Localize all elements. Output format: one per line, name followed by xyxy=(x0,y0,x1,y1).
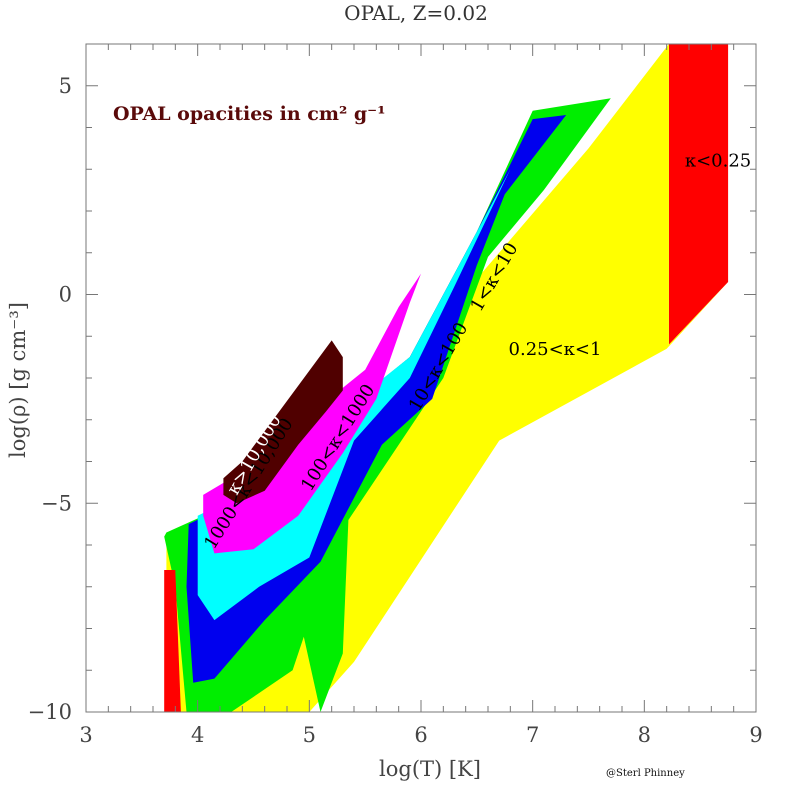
y-tick-label: 0 xyxy=(59,283,72,307)
x-tick-label: 3 xyxy=(79,723,92,747)
region-kappa-gt-10000 xyxy=(223,340,343,504)
axis-ticks: 3 4 5 6 7 8 9 −10 −5 0 5 xyxy=(28,43,763,747)
credit-text: @Sterl Phinney xyxy=(606,768,685,779)
y-axis-label: log(ρ) [g cm⁻³] xyxy=(6,302,30,458)
x-tick-label: 6 xyxy=(414,723,427,747)
opacity-regions xyxy=(164,44,729,713)
chart-subtitle: OPAL opacities in cm² g⁻¹ xyxy=(113,103,386,125)
y-tick-label: 5 xyxy=(59,74,72,98)
label-kappa-0.25-1: 0.25<κ<1 xyxy=(509,339,602,360)
y-tick-label: −5 xyxy=(41,491,72,515)
chart-title: OPAL, Z=0.02 xyxy=(344,1,488,25)
y-tick-label: −10 xyxy=(28,700,72,724)
x-tick-label: 4 xyxy=(191,723,204,747)
label-kappa-lt-0.25-high: κ<0.25 xyxy=(685,150,751,171)
x-axis-label: log(T) [K] xyxy=(379,757,481,781)
x-tick-label: 7 xyxy=(526,723,539,747)
x-tick-label: 5 xyxy=(303,723,316,747)
region-kappa-lt-0.25-high xyxy=(668,44,729,345)
x-tick-label: 9 xyxy=(749,723,762,747)
x-tick-label: 8 xyxy=(638,723,651,747)
region-kappa-lt-0.25-low xyxy=(164,570,181,712)
